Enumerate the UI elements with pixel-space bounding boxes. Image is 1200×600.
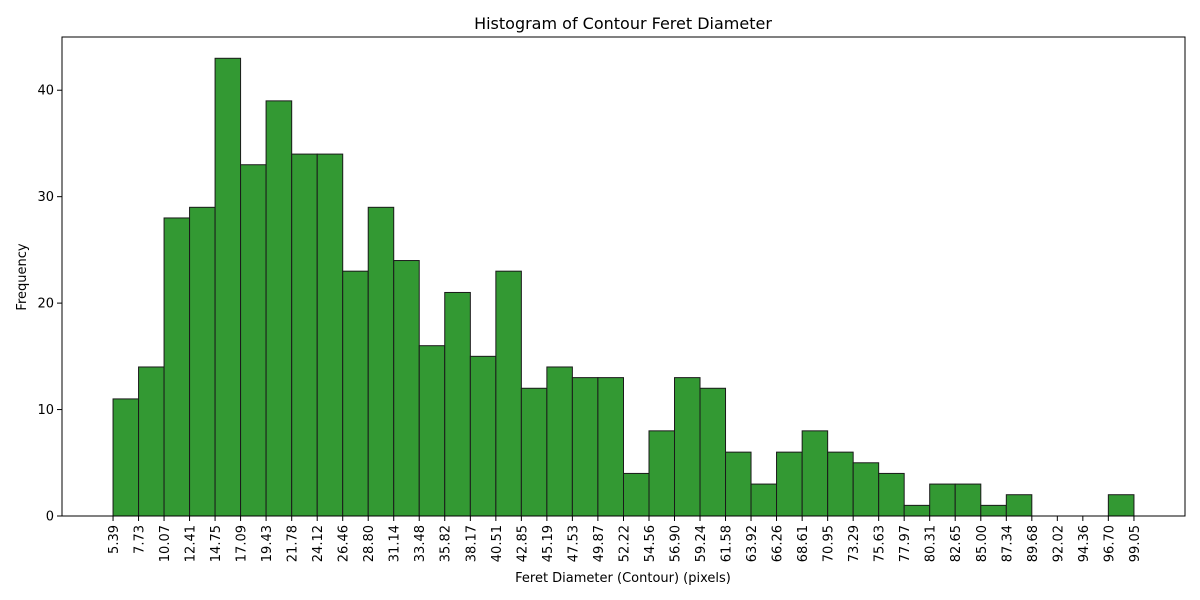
x-tick-label: 94.36 <box>1077 525 1092 562</box>
histogram-bar <box>469 355 497 517</box>
x-tick-label: 33.48 <box>413 525 428 562</box>
x-tick-label: 42.85 <box>515 525 530 562</box>
x-tick-label: 31.14 <box>388 525 403 562</box>
histogram-bar <box>189 206 216 517</box>
x-tick-label: 85.00 <box>975 525 990 562</box>
histogram-bar <box>801 430 829 517</box>
x-tick-label: 82.65 <box>949 525 964 562</box>
histogram-bar <box>878 472 905 517</box>
histogram-bar <box>1005 494 1033 517</box>
histogram-bar <box>750 483 778 517</box>
histogram-bar <box>138 366 165 517</box>
y-axis-label: Frequency <box>15 243 30 310</box>
histogram-bar <box>648 430 676 517</box>
x-tick-label: 92.02 <box>1051 525 1066 562</box>
histogram-bar <box>112 398 140 517</box>
x-tick-label: 52.22 <box>618 525 633 562</box>
x-tick-label: 26.46 <box>337 525 352 562</box>
x-tick-label: 12.41 <box>184 525 199 562</box>
histogram-bar <box>367 206 395 517</box>
x-axis-label: Feret Diameter (Contour) (pixels) <box>515 571 731 586</box>
histogram-bar <box>163 217 191 517</box>
chart-title: Histogram of Contour Feret Diameter <box>474 14 772 33</box>
x-tick-label: 40.51 <box>490 525 505 562</box>
x-tick-label: 28.80 <box>362 525 377 562</box>
x-tick-label: 66.26 <box>771 525 786 562</box>
x-tick-label: 10.07 <box>158 525 173 562</box>
histogram-bar <box>954 483 982 517</box>
x-tick-label: 96.70 <box>1102 525 1117 562</box>
x-tick-label: 59.24 <box>694 525 709 562</box>
x-tick-label: 80.31 <box>924 525 939 562</box>
histogram-bar <box>827 451 854 517</box>
histogram-bar <box>1107 494 1135 517</box>
x-tick-label: 14.75 <box>209 525 224 562</box>
x-tick-label: 35.82 <box>439 525 454 562</box>
histogram-bar <box>903 504 931 517</box>
x-tick-label: 19.43 <box>260 525 275 562</box>
histogram-bar <box>623 472 650 517</box>
x-tick-label: 75.63 <box>873 525 888 562</box>
x-tick-label: 70.95 <box>822 525 837 562</box>
histogram-bar <box>929 483 956 517</box>
histogram-bar <box>316 153 344 517</box>
histogram-bar <box>725 451 752 517</box>
histogram-bar <box>852 462 880 517</box>
histogram-bar <box>776 451 803 517</box>
histogram-bar <box>571 377 599 517</box>
histogram-bar <box>265 100 293 517</box>
histogram-bar <box>546 366 573 517</box>
histogram-bar <box>495 270 522 517</box>
x-tick-label: 89.68 <box>1026 525 1041 562</box>
histogram-bar <box>240 164 267 517</box>
x-tick-label: 21.78 <box>286 525 301 562</box>
x-tick-label: 24.12 <box>311 525 326 562</box>
histogram-bar <box>597 377 625 517</box>
histogram-bar <box>699 387 727 517</box>
x-tick-label: 87.34 <box>1000 525 1015 562</box>
x-tick-label: 54.56 <box>643 525 658 562</box>
x-tick-label: 63.92 <box>745 525 760 562</box>
x-tick-label: 45.19 <box>541 525 556 562</box>
histogram-bar <box>393 260 420 517</box>
x-tick-label: 17.09 <box>235 525 250 562</box>
histogram-bar <box>980 504 1007 517</box>
y-tick-label: 10 <box>37 403 54 418</box>
x-axis-ticks: 5.39 7.73 10.07 12.41 14.75 17.09 19.43 21.78 24… <box>107 516 1143 562</box>
y-tick-label: 20 <box>37 297 54 312</box>
histogram-bar <box>291 153 318 517</box>
bars-group <box>112 57 1135 517</box>
x-tick-label: 77.97 <box>898 525 913 562</box>
x-tick-label: 56.90 <box>669 525 684 562</box>
x-tick-label: 68.61 <box>796 525 811 562</box>
y-axis-ticks: 0 10 20 30 40 <box>37 84 62 525</box>
histogram-bar <box>418 345 446 517</box>
y-tick-label: 30 <box>37 190 54 205</box>
histogram-bar <box>214 57 242 517</box>
y-tick-label: 40 <box>37 84 54 99</box>
x-tick-label: 38.17 <box>464 525 479 562</box>
x-tick-label: 7.73 <box>133 525 148 554</box>
x-tick-label: 47.53 <box>566 525 581 562</box>
x-tick-label: 73.29 <box>847 525 862 562</box>
plot-frame <box>61 36 1186 517</box>
x-tick-label: 49.87 <box>592 525 607 562</box>
histogram-bar <box>342 270 369 517</box>
x-tick-label: 61.58 <box>720 525 735 562</box>
x-tick-label: 99.05 <box>1128 525 1143 562</box>
histogram-bar <box>444 291 471 517</box>
x-tick-label: 5.39 <box>107 525 122 554</box>
histogram-bar <box>674 377 701 517</box>
histogram-bar <box>520 387 548 517</box>
y-tick-label: 0 <box>46 510 54 525</box>
